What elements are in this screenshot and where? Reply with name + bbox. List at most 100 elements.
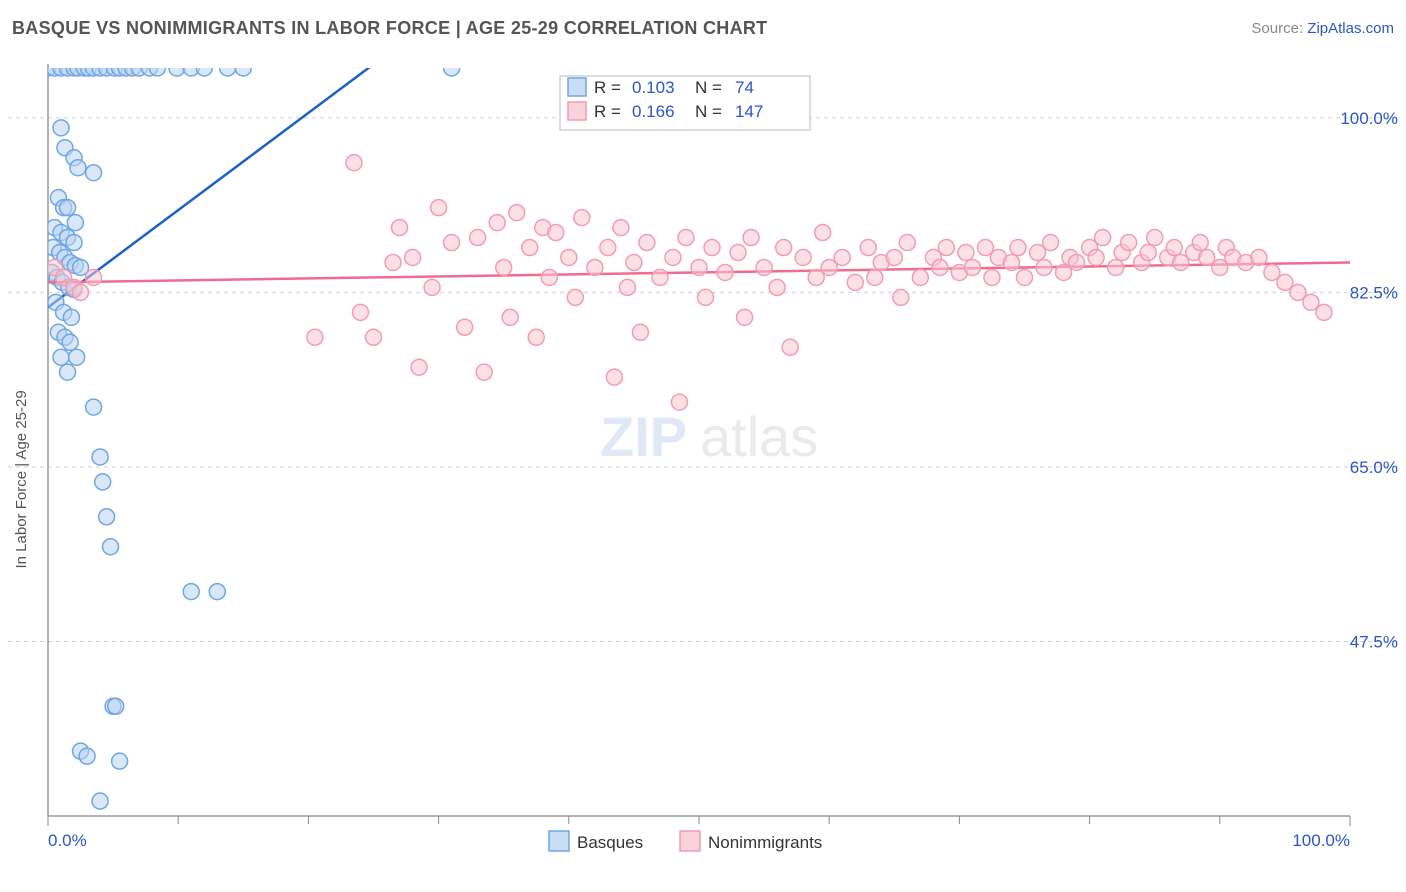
svg-text:ZIP: ZIP xyxy=(600,405,687,468)
bottom-legend-label: Nonimmigrants xyxy=(708,833,822,852)
data-point xyxy=(847,274,863,290)
data-point xyxy=(782,339,798,355)
data-point xyxy=(86,165,102,181)
data-point xyxy=(665,249,681,265)
data-point xyxy=(86,399,102,415)
data-point xyxy=(815,225,831,241)
svg-text:74: 74 xyxy=(735,78,754,97)
data-point xyxy=(678,230,694,246)
data-point xyxy=(964,259,980,275)
y-axis-label: In Labor Force | Age 25-29 xyxy=(13,390,30,568)
data-point xyxy=(62,334,78,350)
data-point xyxy=(385,254,401,270)
bottom-legend-swatch xyxy=(680,831,700,851)
data-point xyxy=(1003,254,1019,270)
data-point xyxy=(1166,240,1182,256)
data-point xyxy=(66,235,82,251)
svg-text:0.166: 0.166 xyxy=(632,102,675,121)
data-point xyxy=(1017,269,1033,285)
data-point xyxy=(67,215,83,231)
data-point xyxy=(63,309,79,325)
data-point xyxy=(600,240,616,256)
data-point xyxy=(1140,245,1156,261)
data-point xyxy=(307,329,323,345)
legend-swatch xyxy=(568,78,586,96)
data-point xyxy=(639,235,655,251)
data-point xyxy=(502,309,518,325)
data-point xyxy=(984,269,1000,285)
data-point xyxy=(606,369,622,385)
y-tick-label: 82.5% xyxy=(1350,283,1398,302)
data-point xyxy=(567,289,583,305)
data-point xyxy=(932,259,948,275)
data-point xyxy=(102,539,118,555)
bottom-legend-label: Basques xyxy=(577,833,643,852)
svg-text:147: 147 xyxy=(735,102,763,121)
data-point xyxy=(470,230,486,246)
data-point xyxy=(867,269,883,285)
data-point xyxy=(1043,235,1059,251)
data-point xyxy=(235,60,251,76)
data-point xyxy=(95,474,111,490)
y-tick-label: 47.5% xyxy=(1350,632,1398,651)
data-point xyxy=(893,289,909,305)
data-point xyxy=(352,304,368,320)
data-point xyxy=(522,240,538,256)
data-point xyxy=(1121,235,1137,251)
data-point xyxy=(958,245,974,261)
svg-text:R =: R = xyxy=(594,102,621,121)
data-point xyxy=(1069,254,1085,270)
data-point xyxy=(1147,230,1163,246)
data-point xyxy=(444,60,460,76)
data-point xyxy=(411,359,427,375)
data-point xyxy=(795,249,811,265)
data-point xyxy=(1036,259,1052,275)
data-point xyxy=(860,240,876,256)
data-point xyxy=(509,205,525,221)
data-point xyxy=(1192,235,1208,251)
source-prefix: Source: xyxy=(1251,20,1307,37)
data-point xyxy=(60,200,76,216)
data-point xyxy=(209,584,225,600)
data-point xyxy=(444,235,460,251)
data-point xyxy=(717,264,733,280)
source-link[interactable]: ZipAtlas.com xyxy=(1307,20,1394,37)
svg-text:atlas: atlas xyxy=(700,405,818,468)
data-point xyxy=(1316,304,1332,320)
data-point xyxy=(548,225,564,241)
data-point xyxy=(541,269,557,285)
data-point xyxy=(112,753,128,769)
data-point xyxy=(886,249,902,265)
source-label: Source: ZipAtlas.com xyxy=(1251,20,1394,37)
data-point xyxy=(183,584,199,600)
data-point xyxy=(424,279,440,295)
data-point xyxy=(1095,230,1111,246)
watermark: ZIPatlas xyxy=(600,405,818,468)
plot-area: 47.5%65.0%82.5%100.0%0.0%100.0%ZIPatlasR… xyxy=(0,56,1406,892)
data-point xyxy=(1010,240,1026,256)
data-point xyxy=(73,284,89,300)
data-point xyxy=(743,230,759,246)
y-tick-label: 65.0% xyxy=(1350,458,1398,477)
data-point xyxy=(489,215,505,231)
svg-text:N =: N = xyxy=(695,102,722,121)
data-point xyxy=(53,120,69,136)
data-point xyxy=(496,259,512,275)
chart-header: BASQUE VS NONIMMIGRANTS IN LABOR FORCE |… xyxy=(12,18,1394,48)
data-point xyxy=(756,259,772,275)
chart-svg: 47.5%65.0%82.5%100.0%0.0%100.0%ZIPatlasR… xyxy=(0,56,1406,892)
data-point xyxy=(834,249,850,265)
data-point xyxy=(938,240,954,256)
data-point xyxy=(587,259,603,275)
data-point xyxy=(698,289,714,305)
data-point xyxy=(899,235,915,251)
data-point xyxy=(730,245,746,261)
data-point xyxy=(769,279,785,295)
data-point xyxy=(196,60,212,76)
data-point xyxy=(561,249,577,265)
svg-text:N =: N = xyxy=(695,78,722,97)
data-point xyxy=(1251,249,1267,265)
data-point xyxy=(704,240,720,256)
data-point xyxy=(619,279,635,295)
data-point xyxy=(613,220,629,236)
